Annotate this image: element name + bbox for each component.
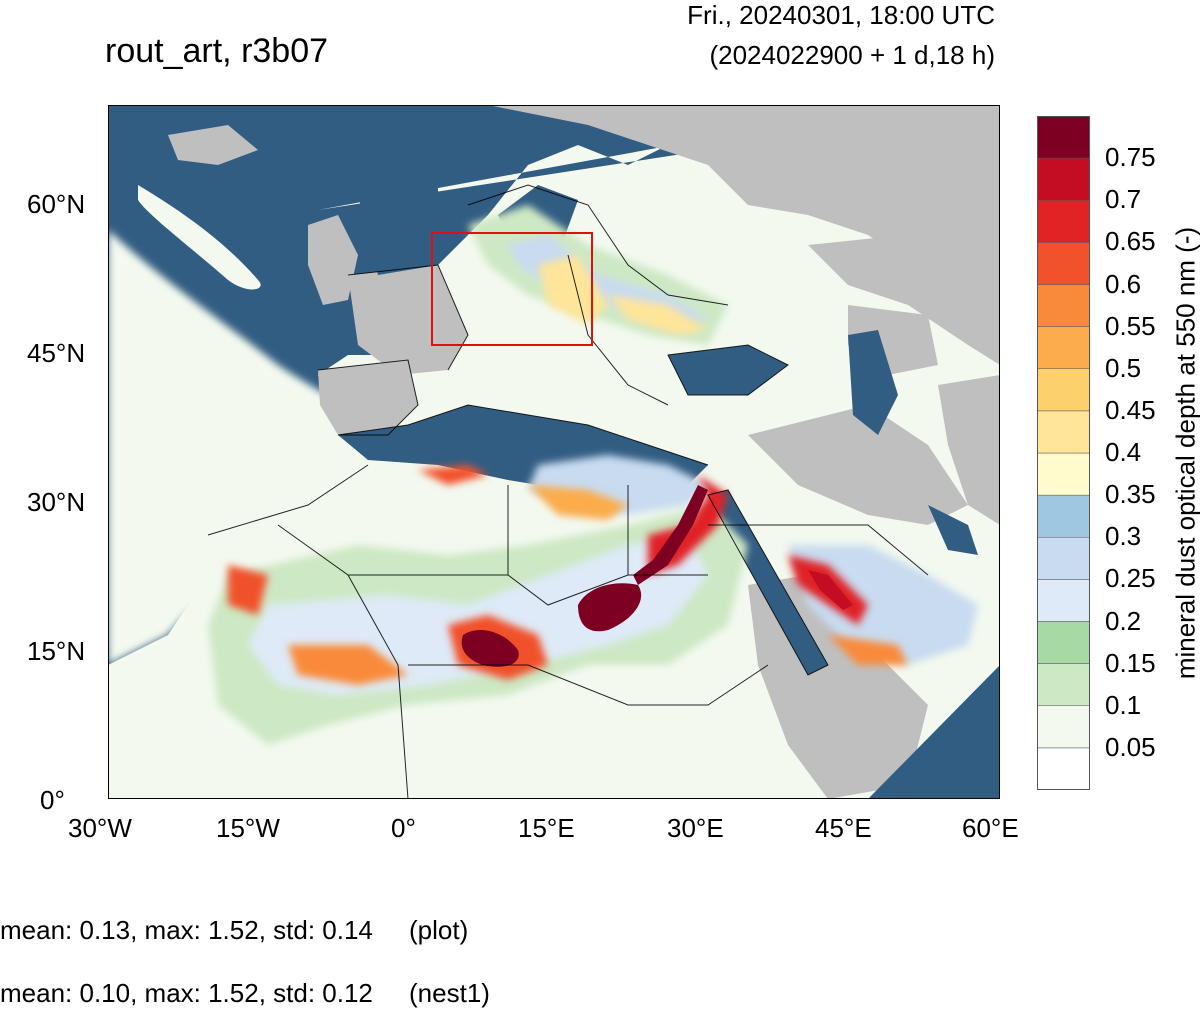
colorbar-bin: [1037, 579, 1090, 622]
north-sea: [358, 185, 438, 275]
colorbar-tick-label: 0.35: [1105, 479, 1156, 510]
colorbar-bin: [1037, 494, 1090, 538]
colorbar-bin: [1037, 242, 1090, 285]
colorbar-title: mineral dust optical depth at 550 nm (-): [1170, 226, 1200, 680]
colorbar-bin: [1037, 116, 1090, 159]
colorbar-tick-label: 0.5: [1105, 352, 1142, 383]
colorbar-tick-label: 0.3: [1105, 521, 1142, 552]
lat-label-0: 0°: [40, 785, 65, 815]
colorbar: [1037, 116, 1090, 790]
colorbar-tick-label: 0.2: [1105, 605, 1142, 636]
lon-label-0: 0°: [391, 813, 416, 843]
colorbar-bin: [1037, 157, 1090, 201]
colorbar-tick-label: 0.05: [1105, 731, 1156, 762]
lat-label-60n: 60°N: [27, 189, 86, 219]
colorbar-bin: [1037, 705, 1090, 749]
stats-nest1-values: mean: 0.10, max: 1.52, std: 0.12: [0, 978, 373, 1008]
stats-plot: mean: 0.13, max: 1.52, std: 0.14 (plot): [0, 915, 468, 946]
colorbar-bin: [1037, 452, 1090, 496]
lat-label-30n: 30°N: [27, 487, 86, 517]
colorbar-tick-label: 0.1: [1105, 689, 1142, 720]
atlantic-haze: [108, 230, 408, 665]
lead-time: (2024022900 + 1 d,18 h): [709, 40, 995, 70]
stats-plot-label: (plot): [409, 915, 469, 945]
colorbar-bin: [1037, 621, 1090, 664]
lon-label-30w: 30°W: [68, 813, 132, 843]
grey-iceland: [168, 125, 258, 165]
grey-scandinavia-north: [488, 105, 1000, 285]
colorbar-tick-label: 0.7: [1105, 184, 1142, 215]
colorbar-bin: [1037, 410, 1090, 454]
colorbar-bin: [1037, 200, 1090, 243]
atlantic-haze-upper: [138, 185, 261, 290]
colorbar-outline: [1037, 116, 1090, 790]
grey-middle-east: [748, 405, 968, 525]
grey-russia: [808, 225, 1000, 365]
colorbar-tick-label: 0.4: [1105, 437, 1142, 467]
colorbar-bin: [1037, 747, 1090, 790]
grey-iberia: [318, 360, 418, 435]
indian-ocean: [868, 665, 1000, 799]
colorbar-bin: [1037, 663, 1090, 706]
colorbar-tick-label: 0.6: [1105, 268, 1142, 299]
lon-label-45e: 45°E: [815, 813, 872, 843]
colorbar-bin: [1037, 326, 1090, 369]
grey-uk: [308, 215, 358, 305]
dust-cores: [461, 485, 853, 667]
colorbar-tick-label: 0.15: [1105, 647, 1156, 678]
lat-label-15n: 15°N: [27, 636, 86, 666]
stats-nest1: mean: 0.10, max: 1.52, std: 0.12 (nest1): [0, 978, 490, 1009]
grey-france: [348, 265, 468, 375]
lon-label-60e: 60°E: [962, 813, 1019, 843]
stats-nest1-label: (nest1): [409, 978, 490, 1008]
colorbar-tick-label: 0.65: [1105, 226, 1156, 257]
lon-label-15w: 15°W: [216, 813, 280, 843]
caspian-sea: [848, 330, 898, 435]
nest-domain-box: [431, 232, 593, 346]
valid-time: Fri., 20240301, 18:00 UTC: [687, 0, 995, 30]
colorbar-tick-label: 0.75: [1105, 142, 1156, 173]
lon-label-30e: 30°E: [667, 813, 724, 843]
colorbar-tick-label: 0.25: [1105, 563, 1156, 594]
colorbar-tick-label: 0.55: [1105, 310, 1156, 341]
country-borders: [207, 184, 929, 799]
plot-title: rout_art, r3b07: [105, 32, 329, 70]
lat-label-45n: 45°N: [27, 338, 86, 368]
dust-map: [108, 105, 1000, 799]
colorbar-tick-label: 0.45: [1105, 394, 1156, 425]
colorbar-bin: [1037, 368, 1090, 412]
lon-label-15e: 15°E: [518, 813, 575, 843]
persian-gulf: [928, 505, 978, 555]
black-sea: [668, 345, 788, 395]
grey-iran: [938, 375, 1000, 525]
colorbar-bin: [1037, 537, 1090, 580]
stats-plot-values: mean: 0.13, max: 1.52, std: 0.14: [0, 915, 373, 945]
colorbar-bin: [1037, 284, 1090, 327]
